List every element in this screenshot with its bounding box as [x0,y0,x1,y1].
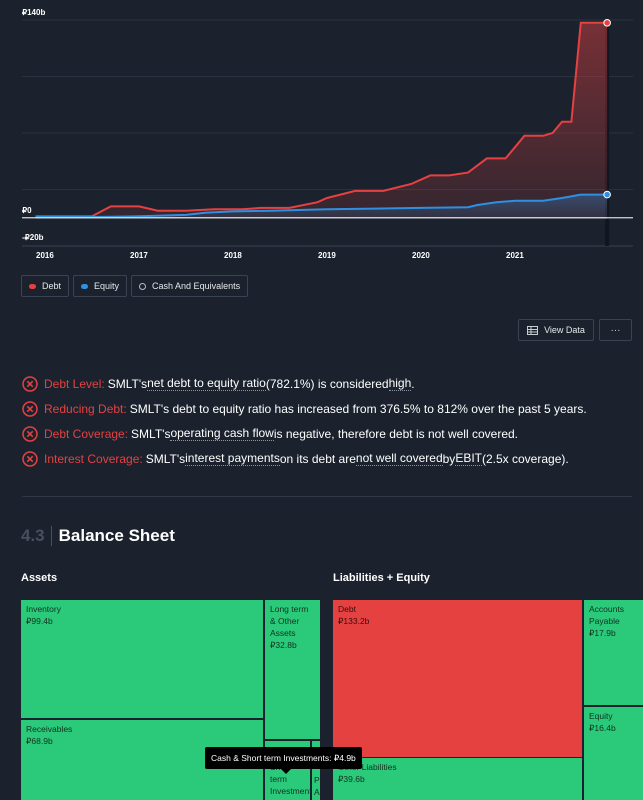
check-reducing-debt: Reducing Debt: SMLT's debt to equity rat… [22,396,587,421]
tile-value: ₽32.8b [270,640,297,650]
tile-name: Long term & Other Assets [270,604,309,638]
check-label: Reducing Debt: [44,401,127,416]
check-text: is negative, therefore debt is not well … [273,426,518,441]
y-tick-label: ₽140b [22,8,45,17]
tile-other-liabilities[interactable]: Other Liabilities ₽39.6b [333,758,583,800]
check-debt-level: Debt Level: SMLT's net debt to equity ra… [22,371,587,396]
x-tick-label: 2021 [506,251,524,260]
section-title: Balance Sheet [58,526,175,545]
equity-end-marker [603,190,611,199]
x-tick-label: 2020 [412,251,430,260]
legend-cash-label: Cash And Equivalents [152,281,241,291]
tile-name: Accounts Payable [589,604,624,626]
tile-value: ₽99.4b [26,616,53,626]
tile-value: ₽16.4b [589,723,616,733]
x-tick-label: 2018 [224,251,242,260]
check-debt-coverage: Debt Coverage: SMLT's operating cash flo… [22,421,587,446]
check-label: Interest Coverage: [44,451,143,466]
legend-debt-label: Debt [42,281,62,291]
debt-equity-chart: ₽140b ₽0 -₽20b 2016 2017 2018 2019 2020 2021 [0,0,643,265]
x-tick-label: 2017 [130,251,148,260]
tile-physical-assets[interactable]: Physical Assets [312,741,320,800]
section-separator [50,526,52,546]
debt-end-marker [603,19,611,27]
y-tick-label: ₽0 [22,206,32,215]
tile-accounts-payable[interactable]: Accounts Payable ₽17.9b [584,600,643,706]
check-text: (2.5x coverage). [481,451,569,466]
equity-line [35,193,608,218]
tile-name: Equity [589,711,613,721]
tile-equity[interactable]: Equity ₽16.4b [584,707,643,800]
chart-legend: Debt Equity Cash And Equivalents [21,275,249,297]
chart-actions: View Data ··· [518,319,632,341]
tile-value: ₽68.9b [26,736,53,746]
fail-x-icon [22,400,38,417]
tile-debt[interactable]: Debt ₽133.2b [333,600,583,757]
tile-value: ₽17.9b [589,628,616,638]
equity-dot-icon [81,283,89,289]
tile-long-term-assets[interactable]: Long term & Other Assets ₽32.8b [265,600,320,740]
net-debt-equity-link[interactable]: net debt to equity ratio [147,376,266,391]
section-number: 4.3 [21,526,45,545]
tile-name: Debt [338,604,356,614]
not-well-covered-link[interactable]: not well covered [355,451,443,466]
debt-area [35,22,608,218]
liabilities-equity-title: Liabilities + Equity [333,572,430,584]
cash-dot-icon [139,282,147,290]
assets-title: Assets [21,572,58,584]
check-label: Debt Level: [44,376,105,391]
check-label: Debt Coverage: [44,426,129,441]
more-options-button[interactable]: ··· [599,319,632,341]
x-tick-label: 2016 [36,251,54,260]
tile-name: Inventory [26,604,61,614]
interest-payments-link[interactable]: interest payments [185,451,280,466]
operating-cash-flow-link[interactable]: operating cash flow [170,426,274,441]
x-tick-label: 2019 [318,251,336,260]
tile-name: Physical Assets [314,775,320,797]
check-text: . [411,376,415,391]
debt-checks-list: Debt Level: SMLT's net debt to equity ra… [22,371,587,471]
more-icon: ··· [610,324,621,336]
section-heading: 4.3 Balance Sheet [21,526,175,546]
section-divider [22,496,632,497]
chart-canvas: ₽140b ₽0 -₽20b 2016 2017 2018 2019 2020 2021 [22,8,633,260]
tile-value: ₽39.6b [338,774,365,784]
equity-area [35,194,608,218]
check-text: by [442,451,456,466]
check-text: on its debt are [279,451,356,466]
hover-column [605,20,610,246]
debt-line [35,21,608,218]
view-data-button[interactable]: View Data [518,319,594,341]
view-data-label: View Data [544,325,585,335]
high-link[interactable]: high [388,376,412,391]
fail-x-icon [22,425,38,442]
legend-cash-toggle[interactable]: Cash And Equivalents [131,275,249,297]
check-text: SMLT's [131,426,171,441]
tile-inventory[interactable]: Inventory ₽99.4b [21,600,264,719]
tile-name: Other Liabilities [338,762,397,772]
y-tick-label: -₽20b [22,233,44,242]
tile-name: Receivables [26,724,73,734]
legend-equity-toggle[interactable]: Equity [73,275,128,297]
table-icon [527,325,539,335]
check-text: SMLT's debt to equity ratio has increase… [129,401,587,416]
check-text: SMLT's [145,451,186,466]
tile-value: ₽133.2b [338,616,370,626]
check-interest-coverage: Interest Coverage: SMLT's interest payme… [22,446,587,471]
legend-equity-label: Equity [94,281,120,291]
fail-x-icon [22,375,38,392]
check-text: SMLT's [107,376,148,391]
debt-dot-icon [29,283,36,289]
check-text: (782.1%) is considered [265,376,389,391]
ebit-link[interactable]: EBIT [455,451,482,466]
fail-x-icon [22,450,38,467]
treemap-tooltip: Cash & Short term Investments: ₽4.9b [205,747,362,774]
legend-debt-toggle[interactable]: Debt [21,275,70,297]
